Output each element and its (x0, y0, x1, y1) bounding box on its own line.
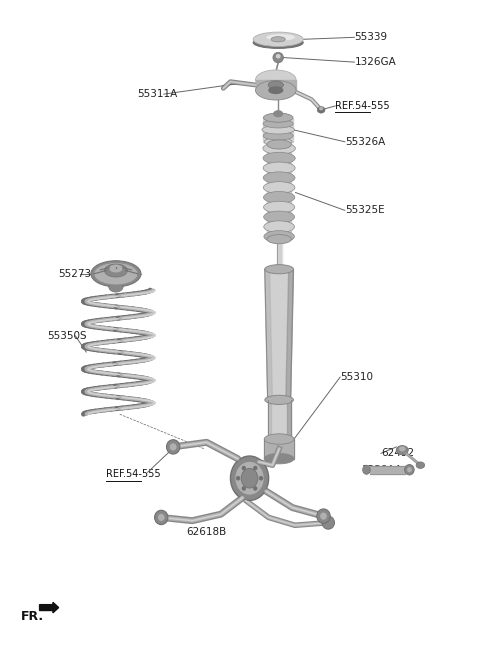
Text: FR.: FR. (21, 610, 44, 623)
Text: 55326A: 55326A (345, 137, 385, 147)
Ellipse shape (317, 509, 330, 523)
Text: 55310: 55310 (340, 372, 373, 382)
Ellipse shape (407, 467, 412, 472)
Ellipse shape (322, 516, 335, 529)
Text: 55311A: 55311A (137, 89, 178, 99)
Polygon shape (286, 269, 293, 400)
Ellipse shape (264, 231, 294, 243)
Ellipse shape (259, 476, 263, 481)
Ellipse shape (255, 70, 296, 90)
Ellipse shape (109, 264, 122, 272)
Ellipse shape (94, 262, 138, 285)
Polygon shape (370, 466, 405, 474)
Ellipse shape (263, 119, 293, 128)
Ellipse shape (396, 445, 408, 455)
Text: 55350S: 55350S (47, 331, 86, 341)
Ellipse shape (253, 466, 257, 470)
Ellipse shape (170, 443, 177, 451)
Ellipse shape (230, 456, 269, 501)
Ellipse shape (264, 453, 294, 464)
Polygon shape (287, 400, 290, 439)
Ellipse shape (273, 52, 283, 63)
Polygon shape (256, 80, 296, 91)
Ellipse shape (268, 87, 283, 94)
Ellipse shape (262, 125, 294, 134)
Ellipse shape (264, 182, 295, 194)
Ellipse shape (236, 476, 240, 481)
Ellipse shape (264, 113, 292, 122)
Ellipse shape (416, 462, 425, 468)
Polygon shape (264, 117, 293, 142)
Text: 1330AA: 1330AA (362, 464, 403, 475)
Ellipse shape (241, 466, 246, 470)
Ellipse shape (263, 142, 295, 154)
Ellipse shape (264, 138, 292, 146)
Ellipse shape (253, 32, 303, 47)
Text: REF.54-555: REF.54-555 (107, 469, 161, 480)
Ellipse shape (266, 34, 295, 41)
Ellipse shape (263, 172, 295, 184)
Ellipse shape (405, 464, 414, 475)
Ellipse shape (264, 221, 295, 233)
Ellipse shape (235, 461, 264, 495)
Text: 62618B: 62618B (186, 527, 227, 537)
Ellipse shape (264, 434, 294, 444)
Ellipse shape (317, 106, 325, 113)
Ellipse shape (263, 152, 295, 164)
Ellipse shape (158, 514, 165, 521)
Ellipse shape (241, 468, 258, 488)
Text: REF.54-555: REF.54-555 (336, 101, 390, 111)
Ellipse shape (263, 162, 295, 174)
Ellipse shape (267, 140, 291, 149)
Polygon shape (277, 241, 281, 269)
Ellipse shape (105, 264, 127, 277)
Text: 55325E: 55325E (345, 205, 384, 215)
Ellipse shape (255, 81, 296, 100)
Text: 62492: 62492 (381, 449, 414, 459)
Ellipse shape (241, 486, 246, 491)
Polygon shape (265, 269, 293, 400)
Ellipse shape (253, 37, 303, 49)
Text: 1326GA: 1326GA (355, 57, 396, 67)
FancyArrow shape (39, 602, 59, 613)
Ellipse shape (155, 510, 168, 525)
Ellipse shape (265, 264, 293, 274)
Ellipse shape (399, 446, 406, 451)
Polygon shape (264, 439, 294, 459)
Ellipse shape (320, 512, 327, 520)
Ellipse shape (274, 110, 283, 117)
Ellipse shape (267, 235, 291, 244)
Ellipse shape (363, 465, 370, 474)
Polygon shape (265, 269, 273, 400)
Ellipse shape (265, 396, 293, 405)
Ellipse shape (271, 37, 285, 42)
Polygon shape (268, 400, 290, 439)
Ellipse shape (276, 54, 281, 58)
Ellipse shape (268, 434, 290, 443)
Ellipse shape (264, 192, 295, 203)
Ellipse shape (268, 81, 283, 89)
Text: 55273: 55273 (59, 269, 92, 279)
Polygon shape (268, 400, 272, 439)
Polygon shape (267, 148, 291, 237)
Text: 55339: 55339 (355, 32, 388, 43)
Ellipse shape (264, 113, 293, 122)
Ellipse shape (263, 132, 293, 140)
Ellipse shape (264, 211, 295, 223)
Ellipse shape (109, 281, 123, 292)
Ellipse shape (91, 260, 141, 287)
Ellipse shape (319, 106, 323, 110)
Ellipse shape (264, 201, 295, 213)
Ellipse shape (167, 440, 180, 454)
Ellipse shape (253, 486, 257, 491)
